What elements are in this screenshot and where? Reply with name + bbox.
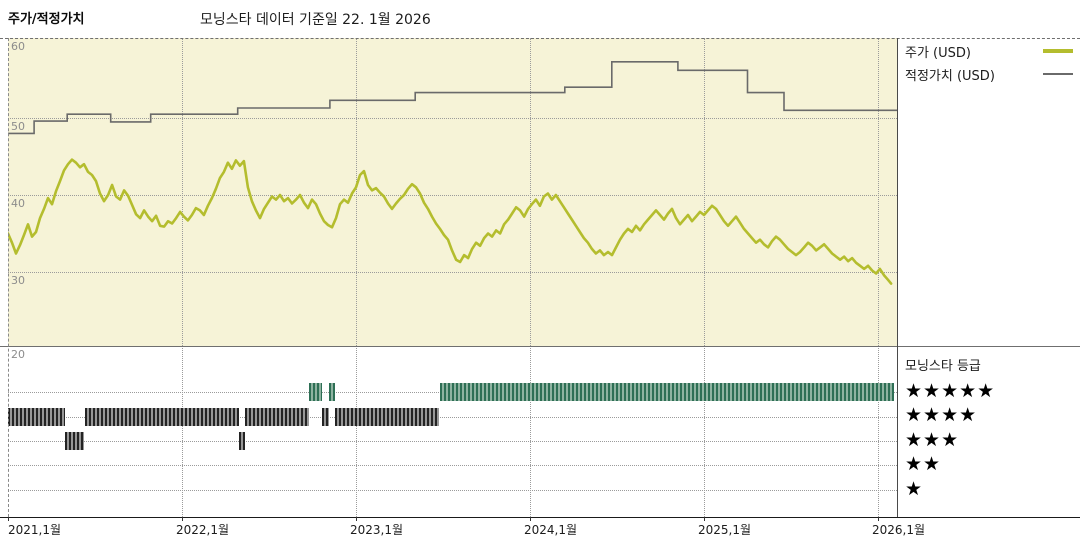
year-gridline — [356, 38, 357, 346]
year-gridline — [182, 346, 183, 517]
rating-bar-3-star — [65, 432, 85, 450]
y-tick-label: 40 — [11, 197, 25, 210]
rating-bar-4-star — [335, 408, 440, 426]
panel-divider-line — [0, 346, 1080, 347]
x-tick-label: 2025,1월 — [698, 523, 752, 537]
rating-row-3-stars: ★★★ — [905, 429, 960, 451]
rating-bar-3-star — [239, 432, 245, 450]
rating-row-gridline — [8, 417, 897, 418]
rating-bar-5-star — [329, 383, 336, 401]
x-tick-mark — [8, 517, 9, 521]
legend-item-fair-value: 적정가치 (USD) — [905, 66, 1073, 84]
legend-price-label: 주가 (USD) — [905, 45, 971, 61]
legend-item-price: 주가 (USD) — [905, 43, 1073, 61]
chart-title: 모닝스타 데이터 기준일 22. 1월 2026 — [200, 12, 431, 28]
price-fair-value-svg — [8, 61, 897, 285]
rating-legend-title: 모닝스타 등급 — [905, 359, 981, 374]
chart-right-border — [897, 38, 898, 517]
year-gridline — [356, 346, 357, 517]
rating-row-gridline — [8, 441, 897, 442]
rating-row-1-star: ★ — [905, 478, 924, 500]
year-gridline — [704, 38, 705, 346]
rating-bar-5-star — [439, 383, 894, 401]
x-tick-mark — [356, 517, 357, 521]
x-tick-label: 2022,1월 — [176, 523, 230, 537]
rating-bar-4-star — [322, 408, 330, 426]
price-line-swatch-icon — [1043, 49, 1073, 53]
x-tick-mark — [530, 517, 531, 521]
rating-timeline-plot-area — [8, 346, 897, 517]
price-chart-plot-area — [8, 38, 897, 346]
rating-row-4-stars: ★★★★ — [905, 404, 978, 426]
x-tick-label: 2026,1월 — [872, 523, 926, 537]
legend-fair-value-label: 적정가치 (USD) — [905, 68, 995, 84]
price-line — [8, 158, 893, 285]
price-gridline — [8, 272, 897, 273]
year-gridline — [878, 38, 879, 346]
x-axis-line — [0, 517, 1080, 518]
rating-bar-4-star — [244, 408, 309, 426]
rating-row-2-stars: ★★ — [905, 453, 942, 475]
x-tick-mark — [878, 517, 879, 521]
chart-top-border — [0, 38, 1080, 39]
y-tick-label: 30 — [11, 274, 25, 287]
rating-bar-4-star — [8, 408, 66, 426]
x-tick-mark — [704, 517, 705, 521]
year-gridline — [878, 346, 879, 517]
year-gridline — [530, 346, 531, 517]
y-tick-label: 50 — [11, 120, 25, 133]
rating-row-gridline — [8, 465, 897, 466]
chart-left-border — [8, 38, 9, 517]
rating-row-5-stars: ★★★★★ — [905, 380, 996, 402]
year-gridline — [704, 346, 705, 517]
x-tick-label: 2023,1월 — [350, 523, 404, 537]
price-gridline — [8, 195, 897, 196]
x-tick-label: 2021,1월 — [8, 523, 62, 537]
price-gridline — [8, 118, 897, 119]
section-title: 주가/적정가치 — [8, 12, 85, 27]
x-tick-mark — [182, 517, 183, 521]
year-gridline — [530, 38, 531, 346]
y-tick-label: 20 — [11, 348, 25, 361]
rating-row-gridline — [8, 490, 897, 491]
year-gridline — [182, 38, 183, 346]
fair-value-line — [8, 61, 897, 135]
rating-bar-4-star — [84, 408, 240, 426]
x-tick-label: 2024,1월 — [524, 523, 578, 537]
rating-bar-5-star — [309, 383, 323, 401]
y-tick-label: 60 — [11, 40, 25, 53]
fair-value-line-swatch-icon — [1043, 73, 1073, 75]
